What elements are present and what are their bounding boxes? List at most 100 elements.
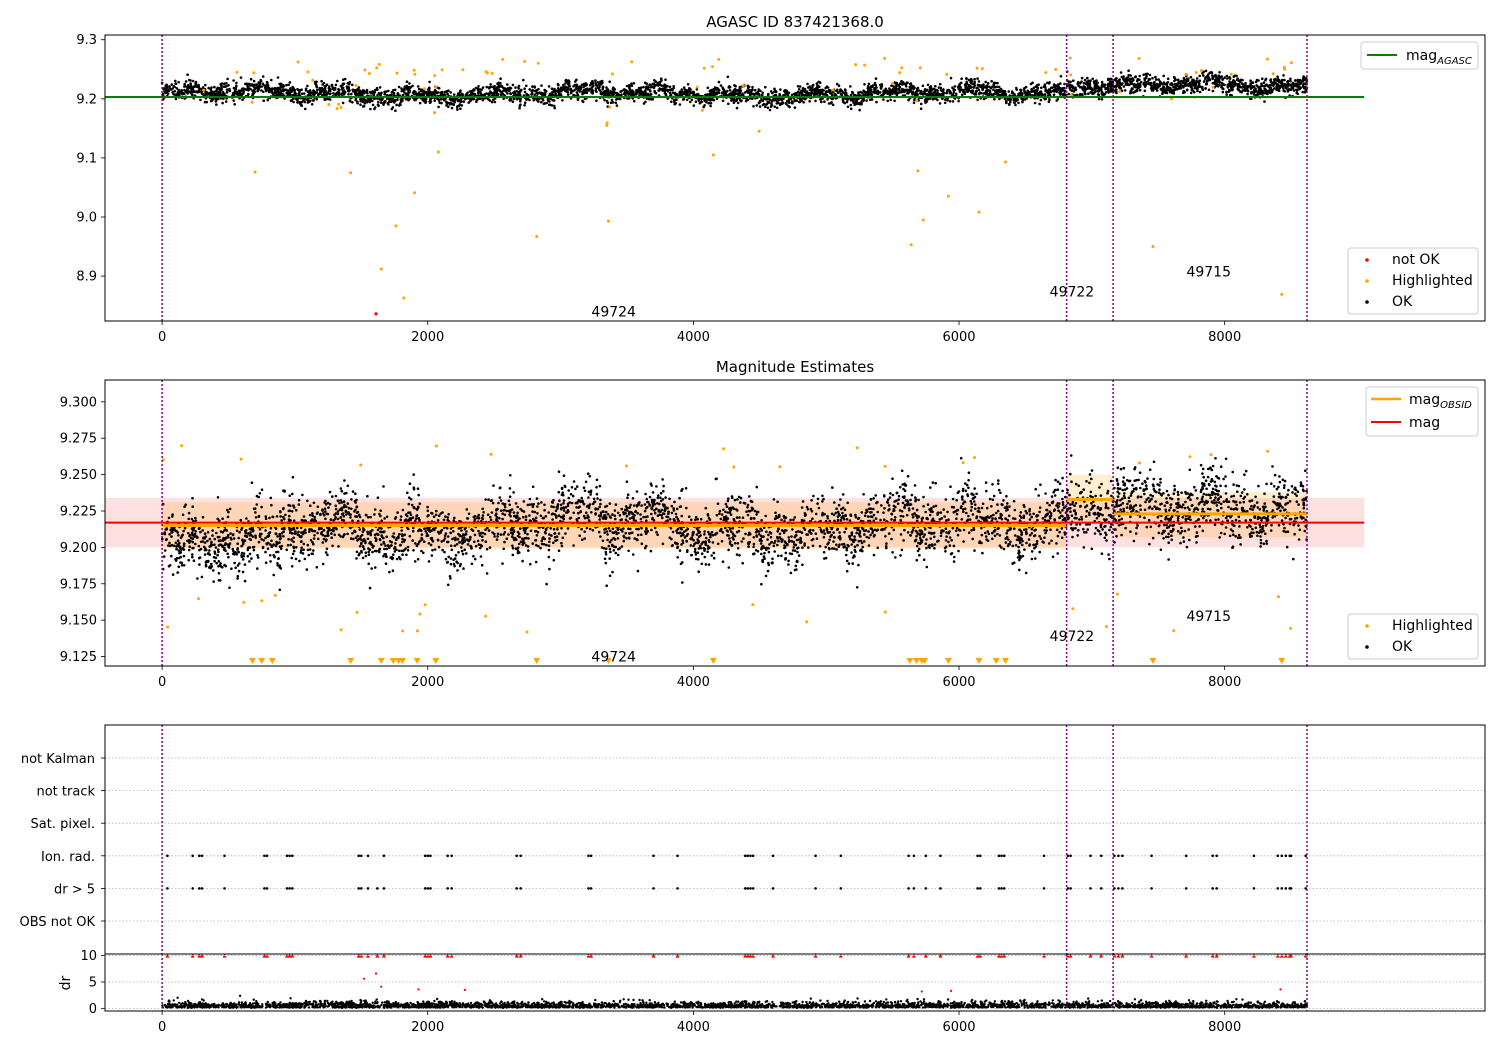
p2-ok-point — [792, 518, 795, 522]
p1-ok-point — [1047, 92, 1050, 96]
p1-ok-point — [939, 93, 943, 96]
p1-ok-point — [599, 80, 602, 83]
p1-ok-point — [779, 88, 782, 91]
p1-ok-point — [607, 93, 610, 97]
p1-ok-point — [536, 92, 540, 95]
p1-ok-point — [1115, 81, 1119, 85]
p1-ok-point — [555, 89, 559, 93]
legend-not-ok-marker — [1365, 258, 1369, 262]
p1-ok-point — [929, 85, 933, 88]
p1-ok-point — [965, 77, 968, 81]
p1-ok-point — [248, 87, 251, 91]
p1-ok-point — [189, 82, 192, 85]
p1-ok-point — [980, 84, 983, 87]
p1-ok-point — [597, 86, 601, 90]
p2-ok-point — [1231, 545, 1235, 548]
p1-ok-point — [564, 82, 567, 85]
p1-ok-point — [762, 102, 766, 106]
p1-ok-point — [514, 86, 517, 89]
p1-ok-point — [1198, 74, 1201, 78]
p1-ok-point — [951, 100, 955, 103]
p1-highlighted-point — [311, 78, 315, 82]
p2-ok-point — [824, 545, 827, 549]
p2-ok-point — [1037, 494, 1040, 497]
p1-ok-point — [1289, 79, 1292, 83]
p1-ok-point — [703, 104, 706, 107]
p1-ok-point — [880, 85, 884, 88]
p1-highlighted-point — [412, 68, 416, 72]
p1-ok-point — [910, 84, 913, 87]
p1-ok-point — [867, 82, 871, 86]
p1-ok-point — [1086, 76, 1089, 80]
p1-ok-point — [773, 105, 776, 108]
p1-ok-point — [749, 93, 752, 96]
p1-highlighted-point — [1283, 67, 1287, 71]
p1-ok-point — [1119, 87, 1123, 90]
p1-ok-point — [668, 85, 672, 89]
p1-ok-point — [582, 85, 585, 89]
p1-ok-point — [953, 85, 957, 88]
p1-ok-point — [323, 85, 327, 88]
p1-ok-point — [996, 81, 999, 85]
p1-ok-point — [406, 92, 410, 96]
p1-ok-point — [943, 101, 947, 105]
p1-ok-point — [325, 97, 329, 101]
p2-ok-point — [900, 548, 904, 552]
p1-ok-point — [1244, 89, 1248, 92]
p1-ok-point — [936, 89, 939, 92]
p1-highlighted-point — [440, 68, 444, 72]
p1-ok-point — [755, 104, 759, 107]
p1-highlighted-point — [741, 84, 745, 87]
p1-ok-point — [1072, 79, 1075, 82]
p2-ok-point — [519, 540, 523, 544]
p1-ok-point — [1026, 90, 1029, 94]
p1-ok-point — [973, 77, 976, 81]
p2-ok-point — [346, 484, 350, 488]
p1-ok-point — [1109, 88, 1112, 91]
p1-ok-point — [1305, 88, 1308, 92]
p1-ok-point — [447, 89, 450, 92]
p1-ok-point — [511, 100, 515, 103]
p1-ok-point — [576, 93, 580, 96]
p1-ok-point — [946, 99, 949, 102]
p1-ok-point — [1165, 82, 1169, 85]
p1-ok-point — [1232, 79, 1235, 82]
p1-ok-point — [233, 103, 236, 106]
p1-ok-point — [700, 98, 703, 101]
p2-ok-point — [361, 519, 365, 522]
p1-ok-point — [1289, 77, 1292, 81]
p1-highlighted-point — [1211, 85, 1215, 89]
p1-ok-point — [1204, 87, 1207, 90]
p1-ok-point — [1044, 89, 1047, 93]
p1-ok-point — [820, 100, 823, 104]
p2-ok-point — [527, 549, 530, 552]
p1-ok-point — [1034, 85, 1037, 88]
p1-ok-point — [426, 91, 430, 94]
p1-ok-point — [342, 82, 346, 86]
p1-ok-point — [936, 98, 939, 102]
p1-ok-point — [1228, 80, 1231, 83]
p1-ok-point — [177, 80, 180, 84]
p1-ok-point — [599, 92, 603, 95]
p2-ok-point — [662, 484, 665, 488]
p1-ok-point — [371, 103, 375, 107]
p1-ok-point — [1087, 82, 1091, 86]
p1-ok-point — [1021, 100, 1024, 104]
p1-ok-point — [1043, 83, 1047, 86]
p2-ok-point — [1170, 534, 1173, 538]
panel1-xtick-label-1: 2000 — [411, 330, 444, 345]
p2-ok-point — [710, 554, 713, 557]
p1-ok-point — [956, 85, 960, 89]
p1-ok-point — [736, 101, 740, 105]
p1-ok-point — [572, 85, 575, 88]
p1-ok-point — [934, 84, 937, 88]
p1-ok-point — [799, 98, 803, 101]
p1-ok-point — [674, 101, 678, 105]
p2-ok-point — [613, 514, 617, 517]
p1-ok-point — [931, 93, 934, 96]
p1-ok-point — [659, 77, 663, 80]
p1-ok-point — [467, 101, 471, 104]
p1-ok-point — [1106, 83, 1110, 86]
p1-ok-point — [334, 93, 338, 96]
p1-ok-point — [720, 91, 724, 95]
